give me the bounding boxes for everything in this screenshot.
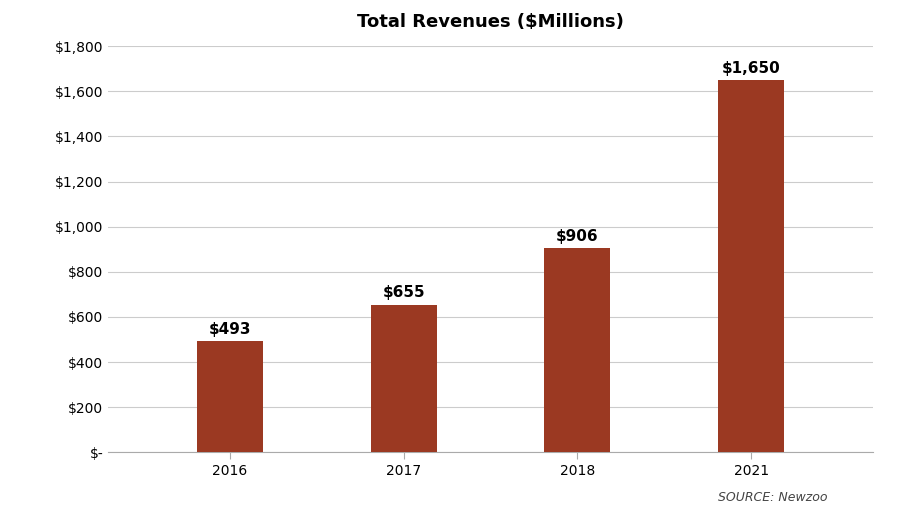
Bar (718, 80, 784, 452)
Text: SOURCE: Newzoo: SOURCE: Newzoo (718, 491, 828, 504)
Title: Total Revenues ($Millions): Total Revenues ($Millions) (357, 13, 624, 31)
Bar (544, 248, 610, 452)
Bar (371, 305, 436, 452)
Text: $493: $493 (209, 322, 251, 337)
Text: $655: $655 (382, 285, 425, 301)
Bar (197, 341, 263, 452)
Text: $906: $906 (556, 229, 599, 244)
Text: $1,650: $1,650 (722, 61, 780, 76)
